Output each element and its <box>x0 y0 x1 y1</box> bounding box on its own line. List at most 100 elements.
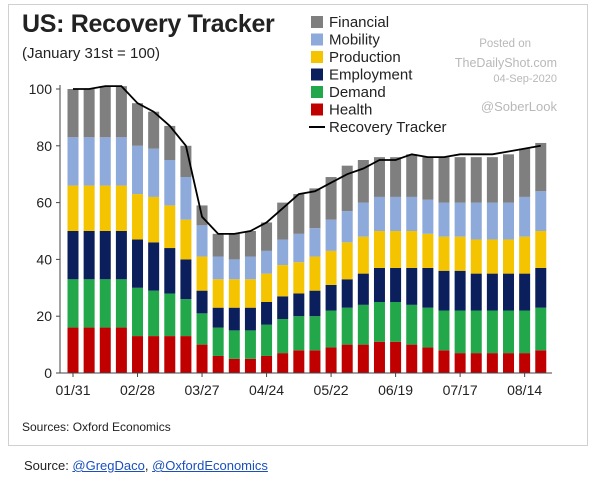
legend-label: Health <box>329 102 372 119</box>
bar-production-0 <box>67 185 79 231</box>
legend-swatch-mobility <box>311 33 323 46</box>
bar-employment-5 <box>148 242 160 291</box>
bar-employment-26 <box>486 273 498 311</box>
watermark-site: TheDailyShot.com <box>454 56 557 70</box>
bar-production-6 <box>164 205 176 249</box>
bar-mobility-27 <box>503 202 515 240</box>
bar-demand-26 <box>486 310 498 354</box>
legend-label: Employment <box>329 67 413 84</box>
bar-health-3 <box>115 327 127 373</box>
bar-mobility-4 <box>132 145 144 195</box>
x-tick-label: 02/28 <box>120 382 155 398</box>
bar-mobility-14 <box>293 233 305 263</box>
bar-financial-7 <box>180 145 192 178</box>
bar-demand-13 <box>277 319 289 354</box>
bar-demand-5 <box>148 290 160 337</box>
bar-employment-16 <box>325 284 337 311</box>
bar-mobility-19 <box>373 196 385 231</box>
bar-mobility-24 <box>454 202 466 237</box>
bar-production-17 <box>341 242 353 280</box>
bar-financial-5 <box>148 111 160 149</box>
bar-production-14 <box>293 262 305 294</box>
recovery-tracker-line <box>73 85 541 235</box>
x-tick-label: 06/19 <box>378 382 413 398</box>
bar-health-5 <box>148 336 160 373</box>
bar-health-26 <box>486 353 498 373</box>
bar-health-9 <box>212 355 224 373</box>
bar-health-29 <box>535 350 547 373</box>
bar-production-13 <box>277 265 289 297</box>
bar-production-22 <box>422 233 434 268</box>
bar-mobility-25 <box>470 202 482 240</box>
link-gregdaco[interactable]: @GregDaco <box>72 458 145 473</box>
bar-financial-20 <box>390 157 402 197</box>
bar-financial-3 <box>115 86 127 138</box>
footer-source: Source: @GregDaco, @OxfordEconomics <box>24 458 268 473</box>
bar-financial-1 <box>83 89 95 138</box>
bar-health-4 <box>132 336 144 373</box>
legend-swatch-employment <box>311 68 323 81</box>
bar-employment-10 <box>228 307 240 331</box>
y-tick-label: 80 <box>36 138 52 154</box>
link-oxfordeconomics[interactable]: @OxfordEconomics <box>152 458 268 473</box>
bar-mobility-28 <box>519 196 531 237</box>
bar-mobility-17 <box>341 211 353 243</box>
bar-production-10 <box>228 279 240 308</box>
bar-demand-17 <box>341 307 353 345</box>
bar-employment-3 <box>115 231 127 280</box>
bar-production-3 <box>115 185 127 231</box>
bar-employment-25 <box>470 273 482 311</box>
bar-production-2 <box>99 185 111 231</box>
bar-demand-12 <box>261 324 273 356</box>
bar-demand-21 <box>406 304 418 345</box>
bar-demand-4 <box>132 287 144 337</box>
bar-production-16 <box>325 250 337 285</box>
bar-employment-13 <box>277 296 289 320</box>
bar-financial-15 <box>309 188 321 229</box>
bar-employment-11 <box>244 307 256 331</box>
legend-swatch-health <box>311 103 323 116</box>
x-tick-label: 05/22 <box>314 382 349 398</box>
bar-health-7 <box>180 336 192 373</box>
bar-mobility-26 <box>486 202 498 240</box>
y-tick-label: 60 <box>36 195 52 211</box>
x-tick-label: 07/17 <box>443 382 478 398</box>
bar-health-28 <box>519 353 531 373</box>
legend-label: Mobility <box>329 32 380 49</box>
bar-health-23 <box>438 350 450 373</box>
bar-health-10 <box>228 358 240 373</box>
bar-financial-19 <box>373 157 385 197</box>
bar-employment-12 <box>261 302 273 325</box>
bar-employment-24 <box>454 270 466 311</box>
bar-financial-23 <box>438 157 450 203</box>
bar-production-27 <box>503 239 515 274</box>
bar-production-15 <box>309 256 321 291</box>
bar-employment-14 <box>293 293 305 317</box>
bar-production-20 <box>390 231 402 268</box>
bar-mobility-5 <box>148 148 160 197</box>
y-tick-label: 100 <box>29 81 53 97</box>
bar-employment-29 <box>535 267 547 308</box>
bar-employment-19 <box>373 267 385 302</box>
bar-demand-15 <box>309 316 321 351</box>
legend-label: Financial <box>329 14 389 31</box>
bar-employment-21 <box>406 267 418 305</box>
bar-employment-18 <box>357 273 369 305</box>
bar-financial-26 <box>486 157 498 203</box>
legend-swatch-financial <box>311 16 323 28</box>
bar-health-1 <box>83 327 95 373</box>
legend-label: Production <box>329 49 401 66</box>
watermark-date: 04-Sep-2020 <box>493 73 557 85</box>
bar-production-24 <box>454 236 466 271</box>
bar-demand-27 <box>503 310 515 354</box>
bar-mobility-22 <box>422 199 434 234</box>
bar-mobility-21 <box>406 196 418 231</box>
chart-source-note: Sources: Oxford Economics <box>22 420 171 434</box>
bars-group <box>67 85 547 373</box>
bar-financial-16 <box>325 177 337 220</box>
x-tick-label: 04/24 <box>249 382 284 398</box>
bar-mobility-9 <box>212 256 224 280</box>
footer-prefix: Source: <box>24 458 73 473</box>
bar-production-19 <box>373 231 385 268</box>
bar-employment-27 <box>503 273 515 311</box>
